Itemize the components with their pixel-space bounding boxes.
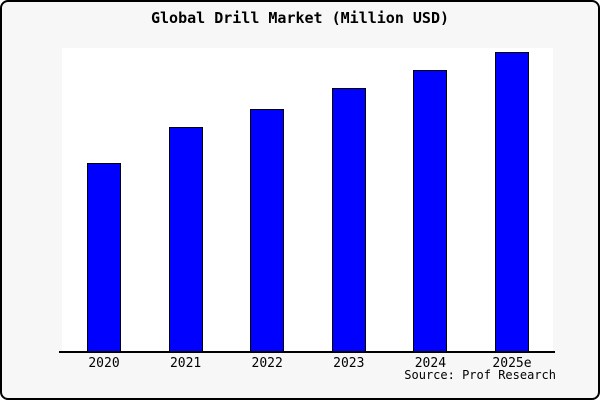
x-tick-label-2020: 2020 — [88, 356, 120, 371]
chart-title: Global Drill Market (Million USD) — [150, 9, 449, 27]
x-tick-label-2025e: 2025e — [492, 356, 532, 371]
bar-2023 — [331, 88, 366, 353]
x-tick-label-2023: 2023 — [333, 356, 365, 371]
bar-2022 — [250, 109, 285, 353]
bar-2020 — [87, 163, 121, 353]
bar-2025e — [495, 52, 529, 353]
x-tick-label-2024: 2024 — [414, 356, 447, 371]
source-credit: Source: Prof Research — [404, 368, 556, 382]
plot-area — [62, 48, 553, 353]
bar-2021 — [168, 127, 203, 353]
x-tick-label-2022: 2022 — [251, 356, 283, 371]
x-axis-line — [59, 351, 555, 353]
x-tick-label-2021: 2021 — [169, 356, 202, 371]
bar-2024 — [413, 70, 448, 353]
